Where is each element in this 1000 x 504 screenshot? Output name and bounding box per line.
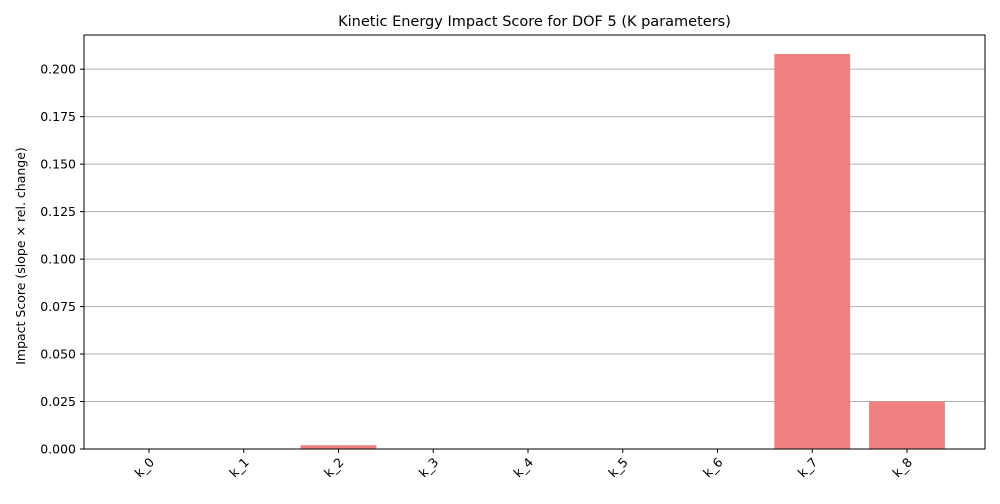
x-tick-label: k_1 — [226, 455, 252, 481]
x-tick-label: k_7 — [795, 455, 821, 481]
x-tick-label: k_2 — [321, 455, 347, 481]
y-tick-label: 0.175 — [40, 109, 76, 124]
x-ticks: k_0 k_1 k_2 k_3 k_4 k_5 k_6 k_7 k_8 — [131, 449, 915, 480]
bar-k_8 — [869, 401, 945, 449]
y-tick-label: 0.050 — [40, 347, 76, 362]
y-tick-label: 0.150 — [40, 157, 76, 172]
x-tick-label: k_5 — [605, 455, 631, 481]
y-tick-label: 0.200 — [40, 62, 76, 77]
y-tick-label: 0.025 — [40, 394, 76, 409]
y-tick-label: 0.100 — [40, 252, 76, 267]
x-tick-label: k_8 — [889, 454, 915, 480]
y-ticks: 0.000 0.025 0.050 0.075 0.100 0.125 0.150 0.175… — [40, 62, 84, 457]
plot-frame — [83, 34, 986, 450]
y-tick-label: 0.125 — [40, 204, 76, 219]
bar-k_2 — [300, 445, 377, 449]
y-tick-label: 0.075 — [40, 299, 76, 314]
y-tick-label: 0.000 — [40, 442, 76, 457]
x-tick-label: k_3 — [416, 455, 442, 481]
y-axis-label: Impact Score (slope × rel. change) — [13, 147, 28, 365]
x-tick-label: k_0 — [131, 454, 157, 480]
grid-layer — [84, 68, 985, 450]
bar-k_7 — [774, 53, 851, 450]
x-tick-label: k_4 — [510, 454, 536, 480]
chart-title: Kinetic Energy Impact Score for DOF 5 (K… — [338, 14, 731, 30]
bars-layer — [300, 53, 945, 450]
x-tick-label: k_6 — [700, 454, 726, 480]
